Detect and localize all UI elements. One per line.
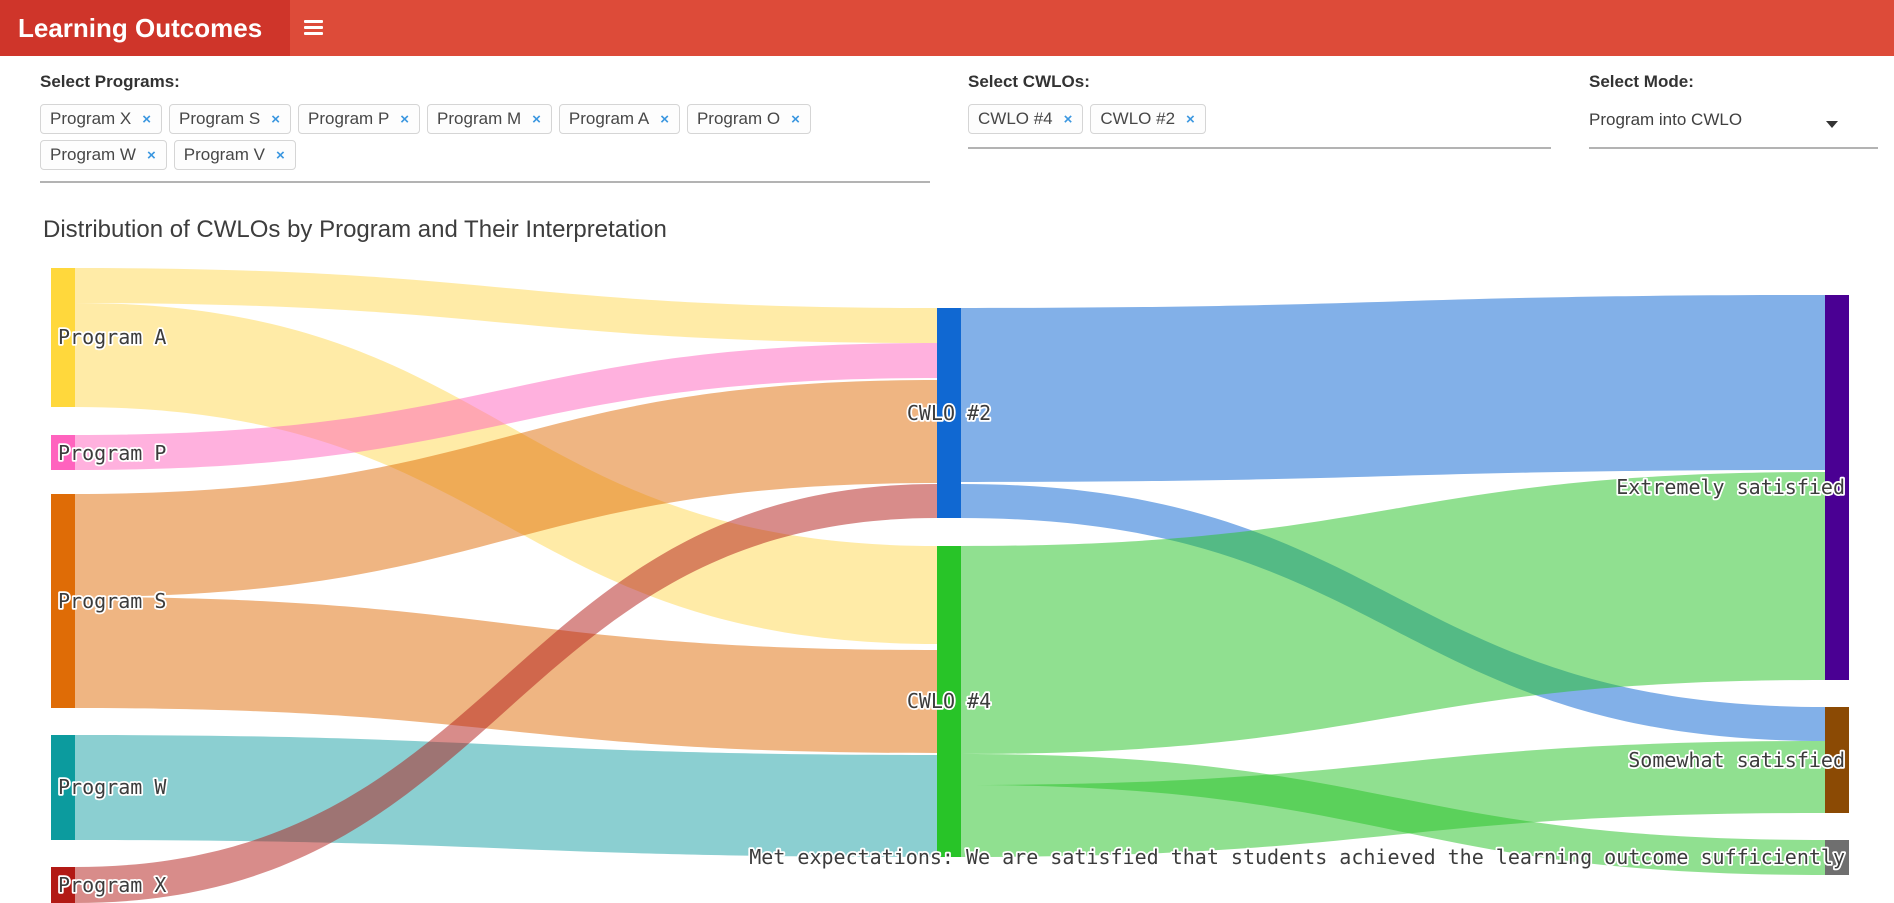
sankey-node-label-program-a: Program A: [58, 325, 166, 349]
sankey-node-program-s[interactable]: [51, 494, 75, 708]
chip-label: Program W: [50, 145, 136, 164]
chip-remove-icon[interactable]: ×: [532, 110, 541, 128]
mode-label: Select Mode:: [1589, 72, 1694, 91]
sankey-node-label-program-x: Program X: [58, 873, 166, 897]
header: Learning Outcomes: [0, 0, 1894, 56]
sankey-node-program-a[interactable]: [51, 268, 75, 407]
chip-cwlo-cwlo-2[interactable]: CWLO #2 ×: [1090, 104, 1206, 134]
sankey-node-label-program-w: Program W: [58, 775, 167, 799]
chip-remove-icon[interactable]: ×: [1063, 110, 1073, 128]
programs-label: Select Programs:: [40, 72, 180, 91]
chip-remove-icon[interactable]: ×: [146, 146, 156, 164]
sankey-node-program-p[interactable]: [51, 435, 75, 470]
sankey-link-cwlo-4-to-extremely-satisfied[interactable]: [961, 472, 1825, 754]
sankey-node-program-x[interactable]: [51, 867, 75, 903]
chart-title: Distribution of CWLOs by Program and The…: [43, 216, 667, 243]
sankey-node-label-met-expectations: Met expectations: We are satisfied that …: [749, 845, 1845, 869]
chip-label: Program P: [308, 109, 390, 128]
app-title: Learning Outcomes: [18, 13, 263, 43]
sankey-link-program-s-to-cwlo-2[interactable]: [75, 380, 937, 597]
sankey-node-label-program-p: Program P: [58, 441, 166, 465]
chip-remove-icon[interactable]: ×: [400, 110, 410, 128]
programs-input-underline: [40, 181, 930, 183]
chip-program-program-x[interactable]: Program X ×: [40, 104, 163, 134]
chip-remove-icon[interactable]: ×: [275, 146, 285, 164]
chip-cwlo-cwlo-4[interactable]: CWLO #4 ×: [968, 104, 1084, 134]
chip-program-program-v[interactable]: Program V ×: [173, 140, 296, 170]
sankey-link-cwlo-2-to-extremely-satisfied[interactable]: [961, 295, 1825, 482]
chip-label: Program S: [179, 109, 261, 128]
chip-program-program-o[interactable]: Program O ×: [686, 104, 811, 134]
sankey-node-label-somewhat-satisfied: Somewhat satisfied: [1628, 748, 1845, 772]
chip-label: Program X: [50, 109, 132, 128]
mode-select[interactable]: Program into CWLO: [1589, 110, 1743, 129]
sankey-node-label-cwlo-4: CWLO #4: [907, 689, 991, 713]
sankey-node-label-extremely-satisfied: Extremely satisfied: [1616, 475, 1845, 499]
sankey-link-program-a-to-cwlo-2[interactable]: [75, 268, 937, 343]
chip-program-program-w[interactable]: Program W ×: [40, 140, 167, 170]
sankey-link-program-w-to-cwlo-4[interactable]: [75, 735, 937, 857]
sankey-node-program-w[interactable]: [51, 735, 75, 840]
chip-remove-icon[interactable]: ×: [791, 110, 800, 128]
sankey-link-cwlo-4-to-somewhat-satisfied[interactable]: [961, 741, 1825, 857]
programs-multiselect-input[interactable]: Program X × Program S × Program P × Program M ×…: [40, 104, 928, 170]
sankey-node-label-cwlo-2: CWLO #2: [907, 401, 991, 425]
chip-program-program-m[interactable]: Program M ×: [427, 104, 552, 134]
cwlos-input-underline: [968, 147, 1551, 149]
sankey-link-program-p-to-cwlo-2[interactable]: [75, 343, 937, 470]
dropdown-caret-icon[interactable]: [1826, 121, 1838, 128]
sankey-link-program-x-to-cwlo-2[interactable]: [75, 484, 937, 903]
chip-program-program-a[interactable]: Program A ×: [558, 104, 680, 134]
cwlos-multiselect-input[interactable]: CWLO #4 × CWLO #2 ×: [968, 104, 1548, 134]
cwlos-label: Select CWLOs:: [968, 72, 1090, 91]
chip-label: Program O: [696, 109, 781, 128]
sidebar-toggle-button[interactable]: [304, 20, 324, 36]
chip-label: CWLO #4: [978, 109, 1053, 128]
chip-remove-icon[interactable]: ×: [660, 110, 669, 128]
chip-label: Program M: [437, 109, 522, 128]
chip-label: Program A: [568, 109, 650, 128]
chip-remove-icon[interactable]: ×: [1186, 110, 1195, 128]
chip-remove-icon[interactable]: ×: [142, 110, 152, 128]
app-logo[interactable]: Learning Outcomes: [0, 0, 290, 56]
hamburger-icon: [304, 20, 323, 23]
sankey-node-label-program-s: Program S: [58, 589, 166, 613]
sankey-node-somewhat-satisfied[interactable]: [1825, 707, 1849, 813]
sankey-node-extremely-satisfied[interactable]: [1825, 295, 1849, 680]
chip-program-program-s[interactable]: Program S ×: [169, 104, 292, 134]
chip-label: CWLO #2: [1100, 109, 1176, 128]
chip-label: Program V: [183, 145, 265, 164]
chip-program-program-p[interactable]: Program P ×: [298, 104, 421, 134]
sankey-node-cwlo-4[interactable]: [937, 546, 961, 857]
chip-remove-icon[interactable]: ×: [271, 110, 281, 128]
mode-input-underline: [1589, 147, 1878, 149]
sankey-node-cwlo-2[interactable]: [937, 308, 961, 518]
sankey-link-program-s-to-cwlo-4[interactable]: [75, 597, 937, 753]
sankey-node-met-expectations[interactable]: [1825, 840, 1849, 875]
